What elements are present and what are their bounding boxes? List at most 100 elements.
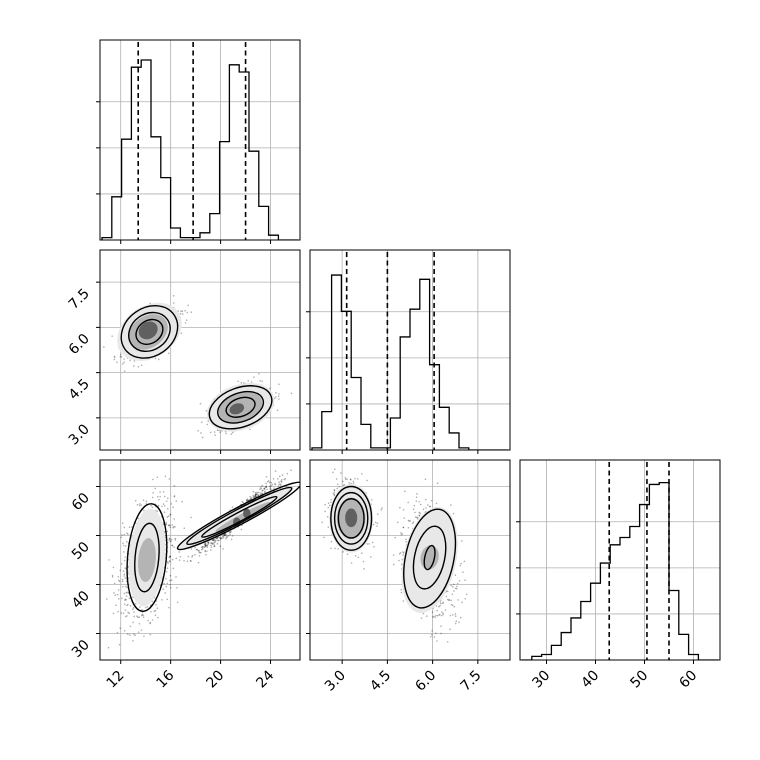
scatter-point — [122, 612, 125, 614]
scatter-point — [431, 630, 433, 632]
scatter-point — [173, 495, 176, 498]
scatter-point — [137, 616, 139, 618]
scatter-point — [202, 545, 204, 548]
scatter-point — [169, 514, 172, 516]
scatter-point — [361, 472, 363, 475]
scatter-point — [124, 577, 127, 579]
scatter-point — [111, 335, 113, 337]
x-tick-label: 16 — [154, 667, 178, 691]
x-tick-label: 12 — [104, 668, 128, 692]
scatter-point — [153, 610, 156, 612]
scatter-point — [417, 516, 419, 519]
scatter-point — [286, 472, 289, 475]
scatter-point — [138, 504, 141, 507]
scatter-point — [340, 472, 342, 474]
scatter-point — [139, 606, 141, 608]
scatter-point — [123, 551, 125, 553]
scatter-point — [203, 543, 206, 545]
y-tick-label: 3.0 — [66, 421, 93, 448]
scatter-point — [112, 566, 115, 569]
scatter-point — [189, 559, 192, 562]
scatter-point — [225, 534, 228, 536]
scatter-point — [277, 478, 279, 480]
scatter-point — [180, 310, 182, 312]
scatter-point — [349, 478, 352, 481]
scatter-point — [258, 373, 260, 375]
scatter-point — [220, 537, 222, 540]
scatter-point — [123, 575, 125, 577]
scatter-point — [230, 538, 233, 541]
scatter-point — [170, 579, 173, 581]
scatter-point — [330, 501, 332, 504]
scatter-point — [278, 398, 280, 400]
scatter-point — [352, 480, 355, 483]
scatter-point — [211, 543, 214, 546]
scatter-point — [257, 494, 260, 496]
scatter-point — [455, 620, 458, 623]
scatter-point — [330, 498, 332, 501]
scatter-point — [151, 496, 154, 499]
scatter-point — [338, 485, 341, 488]
scatter-point — [454, 615, 457, 617]
scatter-point — [253, 376, 255, 378]
scatter-point — [142, 616, 145, 618]
contour-line — [120, 305, 179, 359]
scatter-point — [121, 578, 124, 581]
scatter-point — [249, 498, 252, 500]
scatter-point — [381, 507, 383, 509]
scatter-point — [216, 429, 219, 431]
scatter-panel-1-0: 3.04.56.07.5 — [66, 249, 301, 454]
scatter-point — [222, 535, 224, 537]
scatter-point — [179, 555, 182, 558]
scatter-point — [333, 489, 336, 491]
scatter-point — [129, 605, 132, 607]
scatter-point — [124, 599, 126, 601]
scatter-point — [187, 555, 190, 558]
scatter-point — [167, 352, 170, 355]
scatter-point — [361, 552, 363, 554]
scatter-point — [154, 609, 157, 612]
scatter-point — [418, 511, 421, 514]
scatter-point — [169, 555, 171, 558]
density-dark — [229, 403, 245, 415]
scatter-point — [206, 546, 208, 548]
scatter-point — [140, 614, 143, 617]
scatter-point — [402, 552, 405, 554]
scatter-point — [156, 510, 158, 513]
scatter-point — [342, 484, 345, 487]
scatter-point — [184, 309, 186, 312]
scatter-point — [402, 551, 404, 553]
scatter-point — [117, 589, 120, 591]
scatter-point — [405, 540, 407, 543]
scatter-point — [126, 532, 128, 534]
scatter-point — [171, 544, 174, 547]
scatter-point — [150, 611, 152, 613]
scatter-point — [357, 556, 360, 559]
scatter-point — [210, 542, 212, 544]
scatter-point — [224, 533, 227, 536]
scatter-point — [122, 544, 125, 547]
scatter-point — [190, 548, 193, 550]
scatter-point — [254, 494, 257, 497]
scatter-point — [214, 539, 217, 542]
scatter-point — [405, 538, 407, 541]
scatter-point — [126, 604, 128, 607]
scatter-point — [342, 480, 344, 483]
scatter-point — [117, 610, 119, 613]
scatter-point — [190, 560, 192, 562]
scatter-point — [119, 627, 122, 629]
scatter-point — [221, 537, 223, 539]
y-tick-label: 60 — [69, 490, 93, 514]
scatter-point — [168, 538, 171, 540]
scatter-point — [380, 509, 383, 511]
scatter-point — [330, 540, 333, 543]
scatter-point — [166, 598, 169, 601]
scatter-point — [187, 304, 189, 307]
contour-line — [217, 390, 265, 424]
scatter-point — [166, 497, 169, 500]
scatter-point — [134, 634, 136, 636]
scatter-point — [125, 592, 128, 594]
scatter-point — [254, 491, 257, 494]
scatter-point — [265, 475, 268, 478]
scatter-point — [343, 484, 346, 486]
